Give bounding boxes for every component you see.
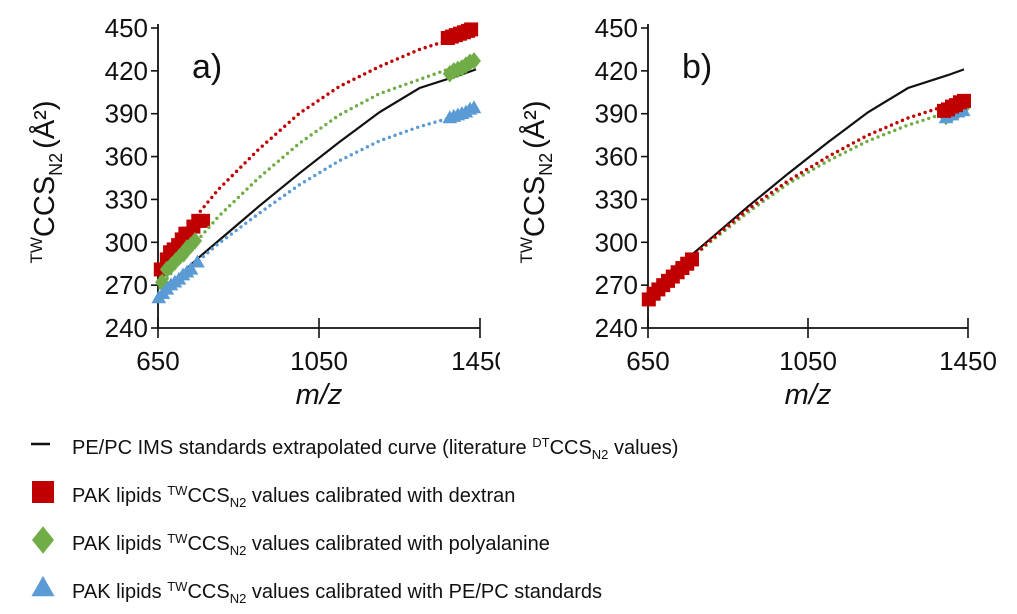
legend-diamond-marker [32,526,54,554]
legend-label-sup: DT [532,435,550,450]
panel-b-y-label-prefix: TW [517,237,536,263]
panel-b-y-tick-label: 390 [595,99,638,129]
panel-b-y-label-main: CCS [519,176,551,237]
legend-label: PAK lipids TWCCSN2 values calibrated wit… [72,478,515,516]
panel-a-trendline-undefined [158,59,476,290]
legend-label-sup: TW [167,579,188,594]
panel-a-y-label-prefix: TW [27,237,46,263]
legend-symbol [31,575,55,597]
panel-b-chart: 240 270 300 330 360 390 420 450 650 1050 1450 m/z TW… [517,13,997,411]
panel-a-y-tick-label: 420 [105,56,148,86]
legend-item: PAK lipids TWCCSN2 values calibrated wit… [28,526,988,558]
legend-triangle-marker [31,575,55,597]
panel-b-trendline-undefined [648,97,966,302]
panel-a-y-tick-label: 300 [105,227,148,257]
panel-a-point-triangle [466,100,482,114]
panel-b-y-label-unit: (Å²) [518,100,551,148]
legend-label-sup: TW [167,531,188,546]
panel-a-trendline-undefined [158,107,476,300]
legend-label-before: PAK lipids [72,533,168,555]
panel-b-x-tick-label: 1050 [779,346,837,376]
panel-b-x-tick-label: 1450 [939,346,997,376]
legend-label: PE/PC IMS standards extrapolated curve (… [72,430,678,468]
legend-symbol [31,442,50,446]
panel-b-panel-label: b) [682,48,712,86]
panel-b-x-axis-label: m/z [785,379,832,411]
panel-a-x-tick-label: 650 [136,346,179,376]
panel-b-series-diamond [645,99,971,304]
legend-label: PAK lipids TWCCSN2 values calibrated wit… [72,574,602,612]
panel-b-series-square [641,93,971,307]
panel-a-point-square [196,213,211,228]
panel-a-y-tick-label: 360 [105,142,148,172]
panel-b-y-tick-label: 240 [595,313,638,343]
legend-label-mid: CCS [187,581,230,603]
legend-label-sub: N2 [229,591,247,606]
panel-a-y-tick-label: 330 [105,184,148,214]
legend-label-sub: N2 [229,495,247,510]
legend-label: PAK lipids TWCCSN2 values calibrated wit… [72,526,550,564]
legend-item: PE/PC IMS standards extrapolated curve (… [28,430,988,462]
panel-b-point-triangle [955,103,971,117]
legend-label-after: values calibrated with polyalanine [246,533,550,555]
panel-a-y-axis-label: TWCCSN2 (Å²) [27,100,66,263]
legend-item: PAK lipids TWCCSN2 values calibrated wit… [28,574,988,606]
panel-b-y-label-sub: N2 [536,153,556,176]
panel-b-y-tick-label: 270 [595,270,638,300]
panel-a-x-tick-label: 1050 [290,346,348,376]
panel-b-y-tick-label: 420 [595,56,638,86]
legend-label-sub: N2 [591,447,609,462]
panel-a-y-tick-label: 270 [105,270,148,300]
panel-a-y-label-main: CCS [29,176,61,237]
panel-a-point-diamond [188,232,203,250]
legend-item: PAK lipids TWCCSN2 values calibrated wit… [28,478,988,510]
panel-b-point-square [957,93,971,108]
legend-label-before: PAK lipids [72,485,168,507]
legend-label-sup: TW [167,483,188,498]
panel-a-point-square [464,22,479,37]
panel-a-y-tick-label: 450 [105,13,148,43]
legend-label-after: values) [608,437,679,459]
panel-a-y-label-sub: N2 [46,153,66,176]
panel-a-x-tick-label: 1450 [451,346,500,376]
legend-label-after: values calibrated with PE/PC standards [246,581,603,603]
panel-a-y-tick-label: 390 [105,99,148,129]
panel-b-y-tick-label: 360 [595,142,638,172]
panel-b-y-tick-label: 330 [595,184,638,214]
legend-label-before: PAK lipids [72,581,168,603]
panel-a-panel-label: a) [192,48,222,86]
figure: 240 270 300 330 360 390 420 450 650 1050 1450 m/z TW… [27,13,997,411]
legend-symbol [32,481,54,503]
panel-a-trendline-undefined [158,30,474,273]
legend-label-sub: N2 [229,543,247,558]
panel-b-y-axis-label: TWCCSN2 (Å²) [517,100,556,263]
legend-square-marker [32,481,54,503]
panel-a-reference-curve [157,68,477,296]
panel-a-y-label-unit: (Å²) [28,100,61,148]
panel-b-y-tick-label: 450 [595,13,638,43]
legend-label-mid: CCS [187,533,230,555]
panel-a-chart: 240 270 300 330 360 390 420 450 650 1050 1450 m/z TW… [27,13,500,411]
legend-label-mid: CCS [549,437,592,459]
panel-b-trendline-undefined [648,104,966,302]
panel-b-x-tick-label: 650 [626,346,669,376]
panel-a-x-axis-label: m/z [296,379,343,411]
legend-label-before: PE/PC IMS standards extrapolated curve (… [72,437,533,459]
legend-label-mid: CCS [187,485,230,507]
legend-label-after: values calibrated with dextran [246,485,516,507]
legend-symbol [32,526,54,554]
panel-a-y-tick-label: 240 [105,313,148,343]
panel-b-y-tick-label: 300 [595,227,638,257]
